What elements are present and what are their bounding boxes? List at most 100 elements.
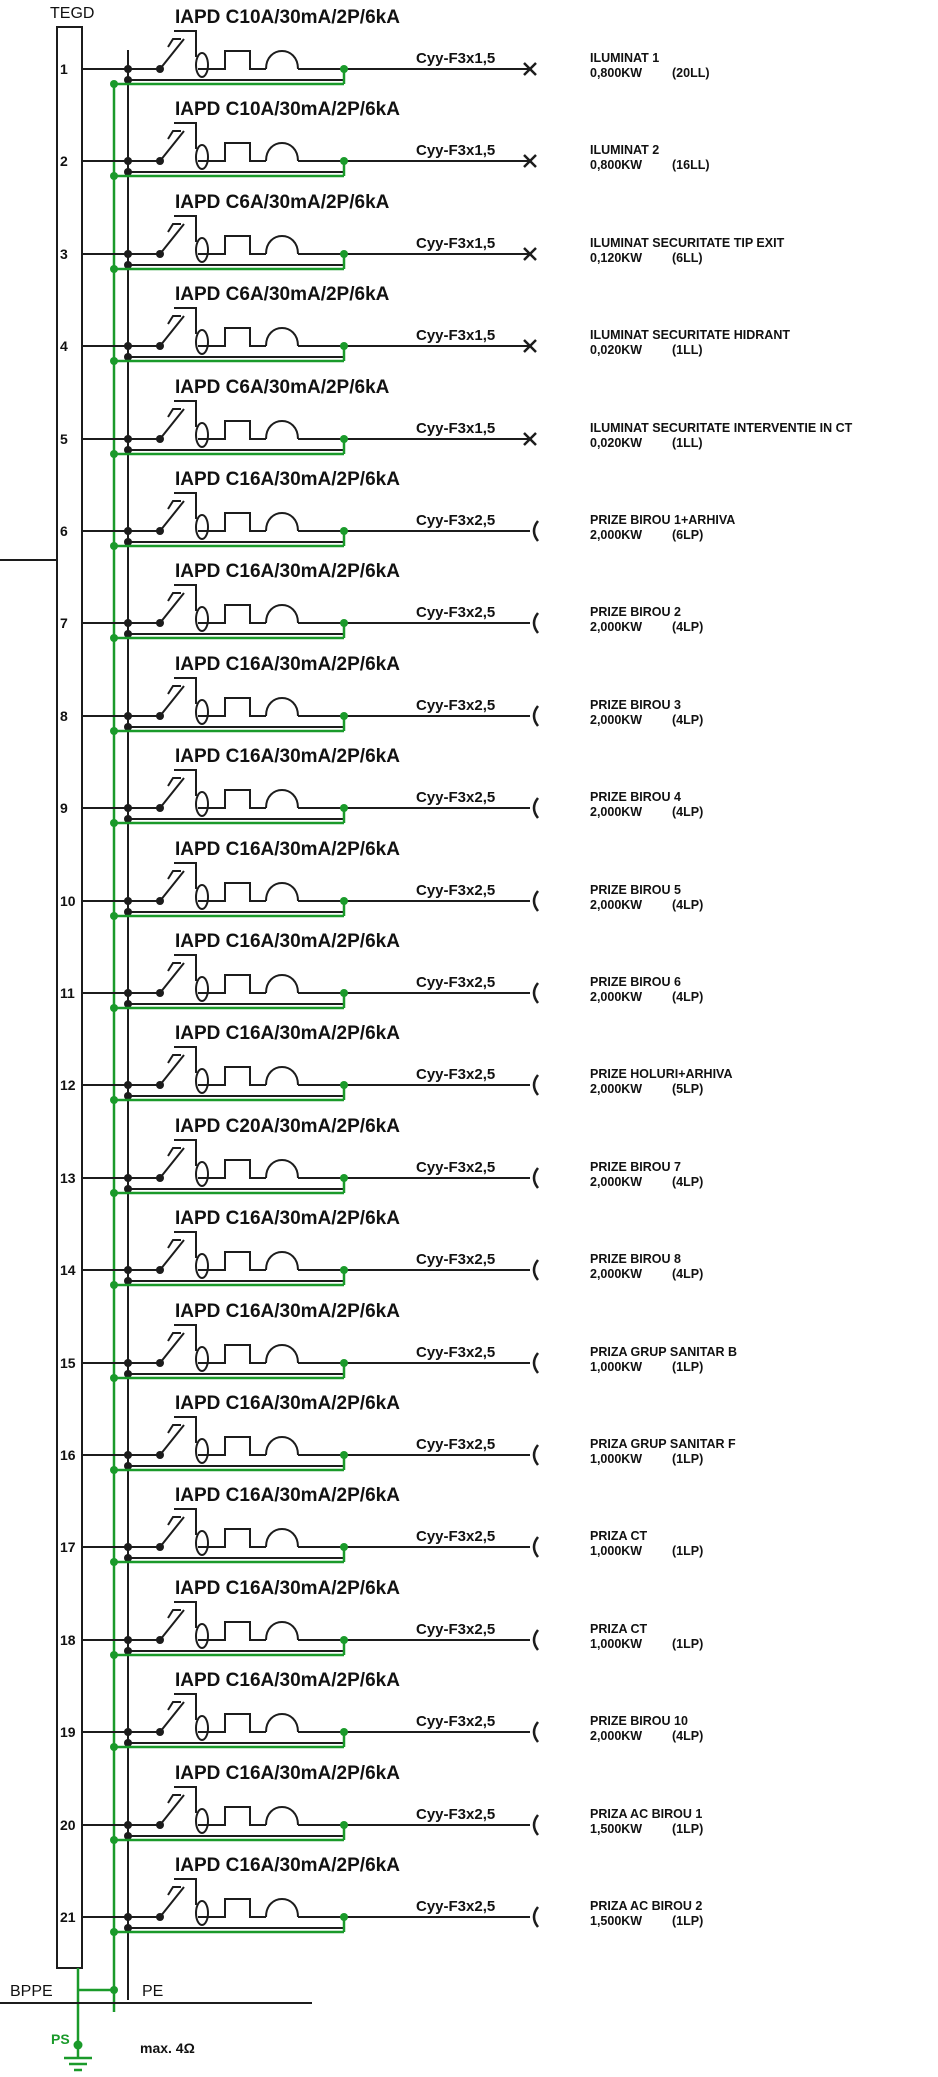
neutral-junction (124, 1359, 132, 1367)
socket-icon (532, 1814, 540, 1836)
load-power: 1,000KW (590, 1360, 642, 1374)
neutral-junction (124, 804, 132, 812)
pe-bar-label: PE (142, 1983, 163, 2000)
circuit-row: 21 IAPD C16A/30mA/2P/6kA Cyy-F3x2,5 PRIZA A… (60, 1855, 703, 1936)
circuit-number: 19 (60, 1724, 76, 1740)
ground-bar-label: BPPE (10, 1983, 53, 2000)
pe-junction (340, 342, 348, 350)
cable-type: Cyy-F3x2,5 (416, 1436, 495, 1453)
load-power: 2,000KW (590, 1175, 642, 1189)
pe-bus-dot (110, 1558, 118, 1566)
rcbo-breaker-icon (159, 1416, 530, 1464)
breaker-rating: IAPD C16A/30mA/2P/6kA (175, 561, 400, 582)
circuit-number: 15 (60, 1355, 76, 1371)
pe-bus-dot (110, 80, 118, 88)
pe-junction (340, 989, 348, 997)
lamp-cross-icon (523, 154, 537, 168)
load-power: 0,800KW (590, 66, 642, 80)
breaker-rating: IAPD C16A/30mA/2P/6kA (175, 654, 400, 675)
socket-icon (532, 890, 540, 912)
breaker-rating: IAPD C20A/30mA/2P/6kA (175, 1116, 400, 1137)
lamp-cross-icon (523, 339, 537, 353)
pe-junction (340, 1174, 348, 1182)
neutral-bus-dot (124, 1092, 132, 1100)
pe-bus-dot (110, 727, 118, 735)
pe-bus-dot (110, 1836, 118, 1844)
neutral-junction (124, 1821, 132, 1829)
circuit-row: 13 IAPD C20A/30mA/2P/6kA Cyy-F3x2,5 PRIZE B… (60, 1116, 703, 1197)
load-units: (1LP) (672, 1452, 703, 1466)
circuit-row: 15 IAPD C16A/30mA/2P/6kA Cyy-F3x2,5 PRIZA G… (60, 1301, 737, 1382)
pe-bus-dot (110, 1928, 118, 1936)
circuit-number: 3 (60, 246, 68, 262)
cable-type: Cyy-F3x2,5 (416, 1806, 495, 1823)
socket-icon (532, 982, 540, 1004)
pe-bus-dot (110, 819, 118, 827)
load-name: PRIZE BIROU 5 (590, 883, 681, 897)
load-power: 0,020KW (590, 343, 642, 357)
neutral-junction (124, 1266, 132, 1274)
pe-junction (340, 1636, 348, 1644)
circuit-number: 11 (60, 985, 75, 1001)
pe-bus-dot (110, 1743, 118, 1751)
breaker-rating: IAPD C16A/30mA/2P/6kA (175, 839, 400, 860)
breaker-rating: IAPD C16A/30mA/2P/6kA (175, 1855, 400, 1876)
breaker-rating: IAPD C16A/30mA/2P/6kA (175, 1485, 400, 1506)
neutral-junction (124, 527, 132, 535)
neutral-junction (124, 712, 132, 720)
cable-type: Cyy-F3x1,5 (416, 142, 495, 159)
load-name: PRIZE BIROU 7 (590, 1160, 681, 1174)
load-name: PRIZE HOLURI+ARHIVA (590, 1067, 733, 1081)
circuit-row: 2 IAPD C10A/30mA/2P/6kA Cyy-F3x1,5 ILUMINAT… (60, 99, 710, 180)
breaker-rating: IAPD C16A/30mA/2P/6kA (175, 1393, 400, 1414)
neutral-bus-dot (124, 76, 132, 84)
circuit-row: 14 IAPD C16A/30mA/2P/6kA Cyy-F3x2,5 PRIZE B… (60, 1208, 703, 1289)
socket-icon (532, 1352, 540, 1374)
breaker-rating: IAPD C16A/30mA/2P/6kA (175, 1023, 400, 1044)
load-power: 2,000KW (590, 1729, 642, 1743)
rcbo-breaker-icon (159, 1878, 530, 1926)
load-name: PRIZA AC BIROU 1 (590, 1807, 702, 1821)
neutral-junction (124, 250, 132, 258)
neutral-bus-dot (124, 446, 132, 454)
neutral-bus-dot (124, 630, 132, 638)
load-name: PRIZA AC BIROU 2 (590, 1899, 702, 1913)
circuit-number: 1 (60, 61, 68, 77)
pe-bus-dot (110, 634, 118, 642)
load-power: 1,000KW (590, 1544, 642, 1558)
load-units: (20LL) (672, 66, 710, 80)
circuit-row: 20 IAPD C16A/30mA/2P/6kA Cyy-F3x2,5 PRIZA A… (60, 1763, 703, 1844)
socket-icon (532, 1444, 540, 1466)
neutral-junction (124, 435, 132, 443)
neutral-bus-dot (124, 723, 132, 731)
pe-junction (340, 1913, 348, 1921)
load-power: 2,000KW (590, 1267, 642, 1281)
neutral-bus-dot (124, 1370, 132, 1378)
pe-bus-dot (110, 1374, 118, 1382)
neutral-junction (124, 342, 132, 350)
neutral-bus-dot (124, 1462, 132, 1470)
load-units: (4LP) (672, 898, 703, 912)
pe-junction (110, 1986, 118, 1994)
neutral-bus-dot (124, 1647, 132, 1655)
load-name: ILUMINAT SECURITATE TIP EXIT (590, 236, 785, 250)
breaker-rating: IAPD C16A/30mA/2P/6kA (175, 1208, 400, 1229)
pe-bus-dot (110, 172, 118, 180)
pe-junction (340, 1451, 348, 1459)
circuit-row: 1 IAPD C10A/30mA/2P/6kA Cyy-F3x1,5 ILUMINAT… (60, 7, 710, 88)
load-units: (4LP) (672, 805, 703, 819)
load-units: (1LP) (672, 1544, 703, 1558)
load-name: PRIZA CT (590, 1529, 648, 1543)
load-units: (4LP) (672, 713, 703, 727)
pe-junction (340, 527, 348, 535)
pe-bus-dot (110, 265, 118, 273)
rcbo-breaker-icon (159, 492, 530, 540)
neutral-bus-dot (124, 168, 132, 176)
load-units: (1LL) (672, 436, 703, 450)
circuit-number: 6 (60, 523, 68, 539)
socket-icon (532, 1906, 540, 1928)
load-units: (16LL) (672, 158, 710, 172)
load-name: PRIZE BIROU 10 (590, 1714, 688, 1728)
circuit-number: 9 (60, 800, 68, 816)
circuit-number: 18 (60, 1632, 76, 1648)
